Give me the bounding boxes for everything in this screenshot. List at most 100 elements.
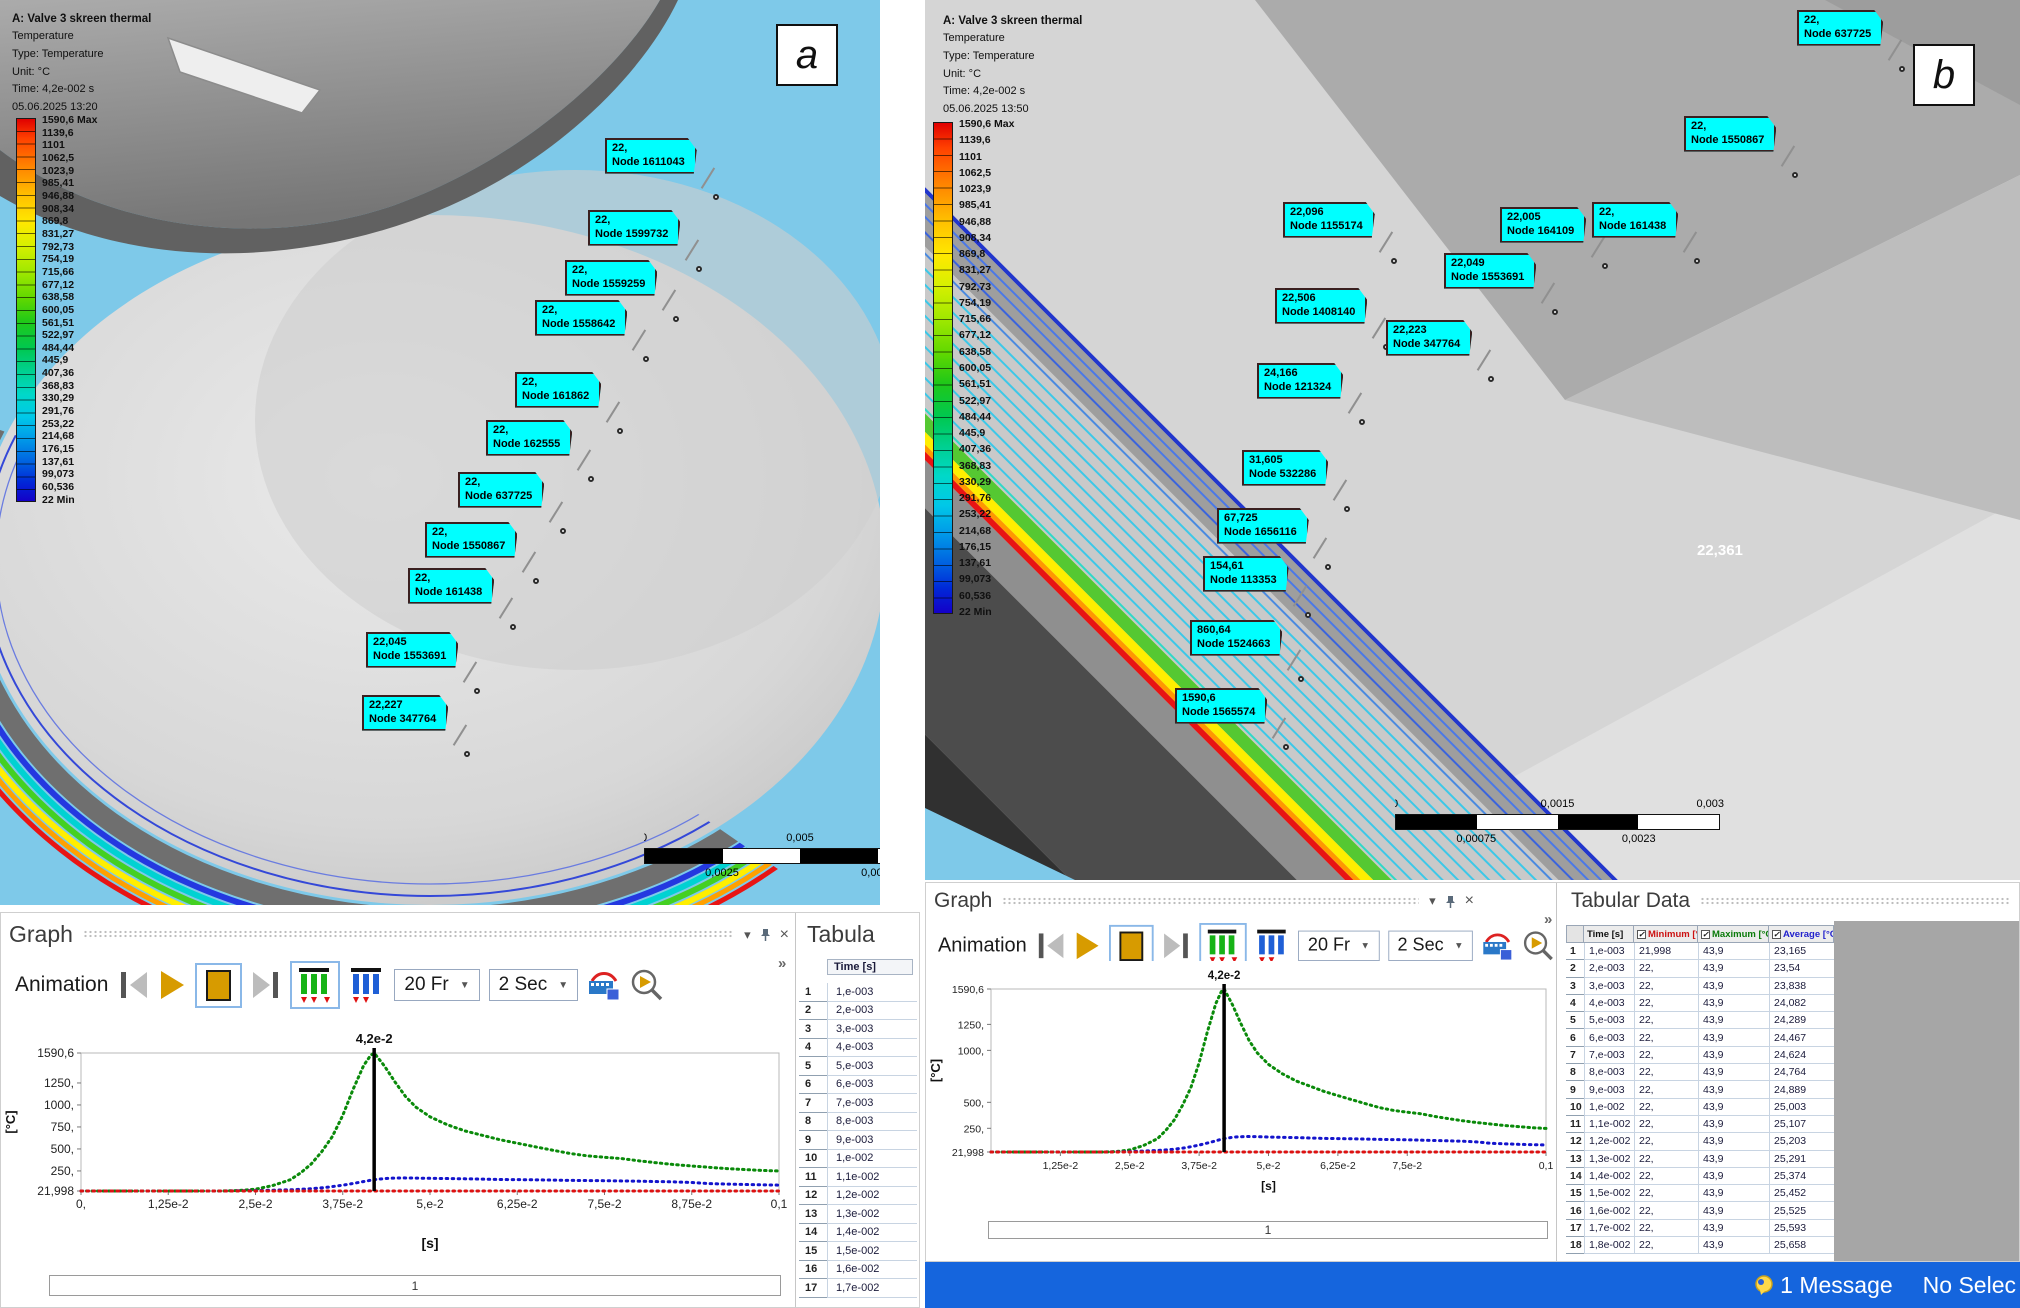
node-probe-tag[interactable]: 24,166 Node 121324 (1257, 363, 1366, 425)
3d-result-view-a[interactable]: A: Valve 3 skreen thermal Temperature Ty… (0, 0, 880, 905)
table-row[interactable]: 7 7,e-003 22, 43,9 24,624 (1566, 1046, 1834, 1065)
table-row[interactable]: 13 1,3e-002 22, 43,9 25,291 (1566, 1150, 1834, 1168)
table-row[interactable]: 15 1,5e-002 (799, 1242, 917, 1261)
table-row[interactable]: 18 1,8e-002 22, 43,9 25,658 (1566, 1237, 1834, 1255)
pane-pin-icon[interactable] (1445, 895, 1456, 908)
column-header[interactable]: ✓Average [°C] (1769, 925, 1834, 943)
checkbox-icon[interactable]: ✓ (1637, 929, 1646, 939)
node-probe-tag[interactable]: 22,096 Node 1155174 (1283, 202, 1397, 264)
column-header[interactable]: Time [s] (1584, 925, 1634, 943)
pane-splitter[interactable] (1556, 883, 1557, 1261)
pane-pin-icon[interactable] (760, 928, 771, 941)
node-probe-tag[interactable]: 22,005 Node 164109 (1500, 207, 1609, 269)
pane-close-icon[interactable]: × (1464, 892, 1474, 909)
timeline-bar-b[interactable]: 1 (988, 1221, 1548, 1239)
time-steps-button[interactable] (1256, 928, 1290, 964)
node-probe-tag[interactable]: 22,049 Node 1553691 (1444, 253, 1559, 315)
table-row[interactable]: 2 2,e-003 (799, 1001, 917, 1020)
pane-chevron-down-icon[interactable]: ▾ (1429, 893, 1436, 908)
table-row[interactable]: 3 3,e-003 22, 43,9 23,838 (1566, 977, 1834, 995)
table-row[interactable]: 12 1,2e-002 22, 43,9 25,203 (1566, 1133, 1834, 1151)
node-probe-tag[interactable]: 22,506 Node 1408140 (1275, 288, 1390, 350)
node-probe-tag[interactable]: 31,605 Node 532286 (1242, 450, 1351, 512)
zoom-to-fit-button[interactable] (1522, 930, 1554, 962)
table-row[interactable]: 1 1,e-003 (799, 983, 917, 1002)
table-row[interactable]: 10 1,e-002 (799, 1149, 917, 1168)
table-row[interactable]: 12 1,2e-002 (799, 1186, 917, 1205)
node-probe-tag[interactable]: 22, Node 1550867 (425, 522, 540, 584)
export-video-button[interactable] (1482, 931, 1514, 961)
stop-button[interactable] (1109, 924, 1155, 968)
node-probe-tag[interactable]: 67,725 Node 1656116 (1217, 508, 1331, 570)
table-row[interactable]: 13 1,3e-002 (799, 1205, 917, 1224)
collapse-chevrons-icon[interactable]: » (1544, 911, 1553, 928)
node-probe-tag[interactable]: 22,227 Node 347764 (362, 695, 471, 757)
table-row[interactable]: 11 1,1e-002 22, 43,9 25,107 (1566, 1115, 1834, 1134)
table-row[interactable]: 17 1,7e-002 22, 43,9 25,593 (1566, 1219, 1834, 1238)
stop-button[interactable] (195, 962, 243, 1008)
table-row[interactable]: 1 1,e-003 21,998 43,9 23,165 (1566, 943, 1834, 961)
export-video-button[interactable] (587, 969, 621, 1001)
table-row[interactable]: 8 8,e-003 22, 43,9 24,764 (1566, 1064, 1834, 1082)
step-back-button[interactable] (1039, 931, 1066, 961)
table-row[interactable]: 11 1,1e-002 (799, 1168, 917, 1187)
table-row[interactable]: 10 1,e-002 22, 43,9 25,003 (1566, 1098, 1834, 1116)
frames-dropdown[interactable]: 20 Fr ▼ (1298, 930, 1380, 961)
step-forward-button[interactable] (251, 969, 281, 1001)
pane-chevron-down-icon[interactable]: ▾ (744, 926, 751, 942)
node-probe-tag[interactable]: 22, Node 162555 (486, 420, 595, 482)
node-probe-tag[interactable]: 22, Node 161438 (1592, 202, 1701, 264)
play-button[interactable] (158, 969, 186, 1001)
table-row[interactable]: 4 4,e-003 22, 43,9 24,082 (1566, 994, 1834, 1013)
table-row[interactable]: 14 1,4e-002 (799, 1223, 917, 1242)
time-column-header[interactable]: Time [s] (827, 959, 913, 975)
table-row[interactable]: 5 5,e-003 22, 43,9 24,289 (1566, 1012, 1834, 1030)
column-header[interactable]: ✓Maximum [°C] (1698, 925, 1769, 943)
messages-status[interactable]: 1 Message (1754, 1272, 1893, 1299)
table-row[interactable]: 17 1,7e-002 (799, 1279, 917, 1298)
zoom-to-fit-button[interactable] (630, 968, 664, 1002)
play-button[interactable] (1074, 931, 1101, 961)
timeline-bar-a[interactable]: 1 (49, 1275, 781, 1296)
table-row[interactable]: 3 3,e-003 (799, 1020, 917, 1039)
table-row[interactable]: 4 4,e-003 (799, 1038, 917, 1057)
step-forward-button[interactable] (1163, 931, 1192, 961)
table-row[interactable]: 14 1,4e-002 22, 43,9 25,374 (1566, 1167, 1834, 1186)
node-probe-tag[interactable]: 22, Node 637725 (1797, 10, 1906, 72)
node-probe-tag[interactable]: 860,64 Node 1524663 (1190, 620, 1305, 682)
table-row[interactable]: 16 1,6e-002 22, 43,9 25,525 (1566, 1202, 1834, 1220)
3d-result-view-b[interactable]: A: Valve 3 skreen thermal Temperature Ty… (925, 0, 2020, 880)
node-probe-tag[interactable]: 22, Node 637725 (458, 472, 567, 534)
checkbox-icon[interactable]: ✓ (1701, 929, 1710, 939)
table-row[interactable]: 9 9,e-003 22, 43,9 24,889 (1566, 1081, 1834, 1099)
table-row[interactable]: 5 5,e-003 (799, 1057, 917, 1076)
node-probe-tag[interactable]: 22, Node 1550867 (1684, 116, 1799, 178)
duration-dropdown[interactable]: 2 Sec ▼ (488, 969, 579, 1001)
pane-splitter[interactable] (795, 913, 796, 1307)
node-probe-tag[interactable]: 1590,6 Node 1565574 (1175, 688, 1290, 750)
node-probe-tag[interactable]: 22, Node 1611043 (605, 138, 719, 200)
duration-dropdown[interactable]: 2 Sec ▼ (1387, 930, 1473, 961)
column-header[interactable]: ✓Minimum [°C] (1634, 925, 1698, 943)
time-steps-button[interactable] (349, 966, 385, 1004)
table-row[interactable]: 16 1,6e-002 (799, 1260, 917, 1279)
table-row[interactable]: 6 6,e-003 (799, 1075, 917, 1094)
node-probe-tag[interactable]: 22, Node 161862 (515, 372, 624, 434)
node-probe-tag[interactable]: 22,223 Node 347764 (1386, 320, 1495, 382)
table-row[interactable]: 2 2,e-003 22, 43,9 23,54 (1566, 960, 1834, 978)
table-row[interactable]: 8 8,e-003 (799, 1112, 917, 1131)
selection-status[interactable]: No Selec (1922, 1271, 2016, 1298)
table-row[interactable]: 9 9,e-003 (799, 1131, 917, 1150)
node-probe-tag[interactable]: 22, Node 1558642 (535, 300, 650, 362)
node-probe-tag[interactable]: 22, Node 1599732 (588, 210, 703, 272)
node-probe-tag[interactable]: 154,61 Node 113353 (1203, 556, 1311, 618)
result-sets-button[interactable] (290, 961, 341, 1009)
table-row[interactable]: 7 7,e-003 (799, 1094, 917, 1113)
collapse-chevrons-icon[interactable]: » (778, 955, 787, 972)
pane-close-icon[interactable]: × (779, 925, 789, 943)
checkbox-icon[interactable]: ✓ (1772, 929, 1781, 939)
node-probe-tag[interactable]: 22, Node 161438 (408, 568, 517, 630)
node-probe-tag[interactable]: 22,045 Node 1553691 (366, 632, 481, 694)
table-row[interactable]: 6 6,e-003 22, 43,9 24,467 (1566, 1029, 1834, 1047)
node-probe-tag[interactable]: 22, Node 1559259 (565, 260, 680, 322)
